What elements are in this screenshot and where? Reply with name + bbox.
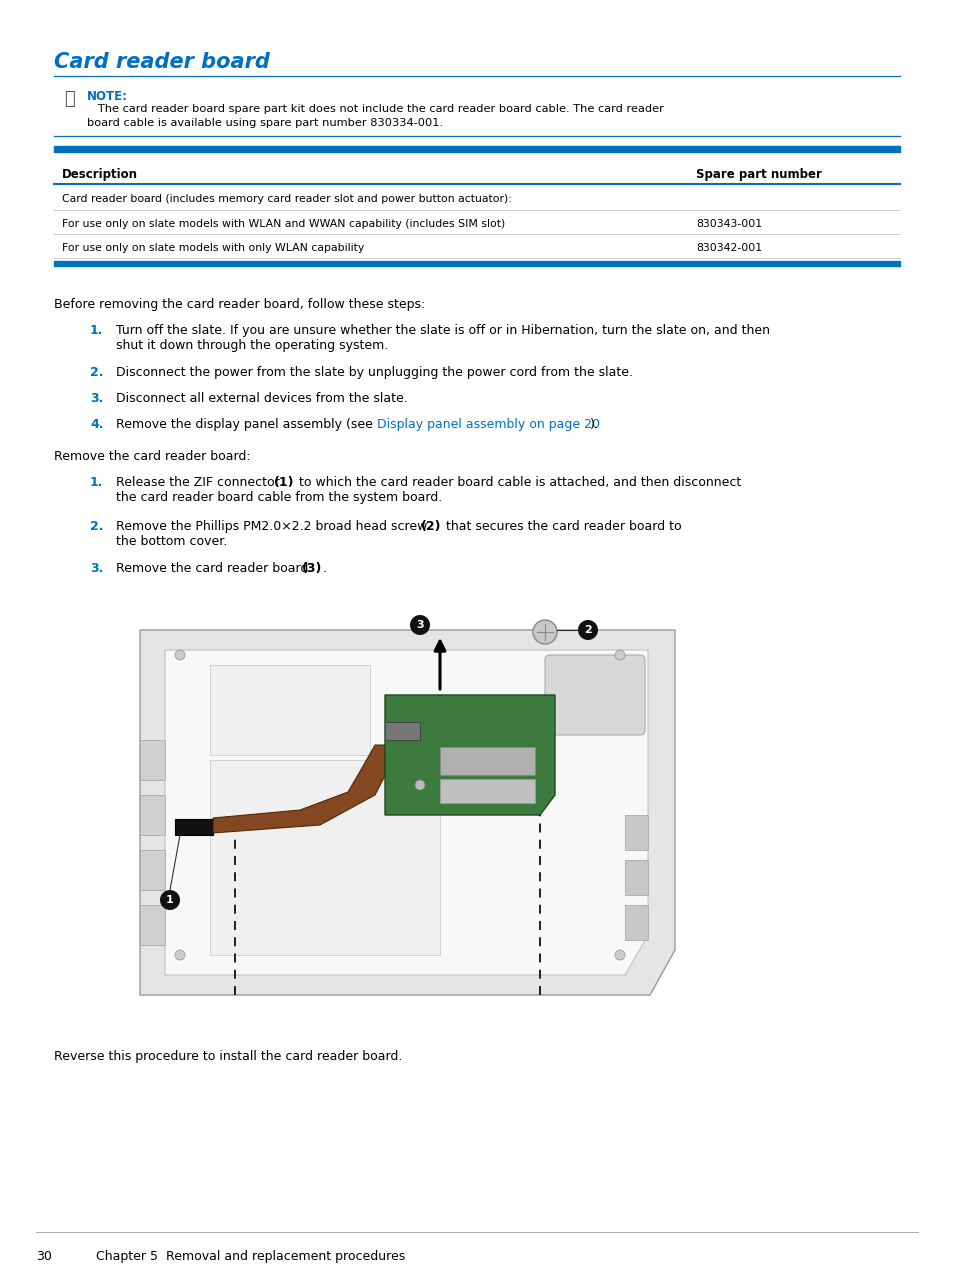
Text: the card reader board cable from the system board.: the card reader board cable from the sys… bbox=[116, 491, 442, 505]
Text: Chapter 5  Removal and replacement procedures: Chapter 5 Removal and replacement proced… bbox=[80, 1249, 405, 1263]
Text: 3.: 3. bbox=[90, 391, 103, 405]
Text: Remove the card reader board:: Remove the card reader board: bbox=[54, 450, 251, 463]
Text: .: . bbox=[323, 562, 327, 574]
Text: Card reader board (includes memory card reader slot and power button actuator):: Card reader board (includes memory card … bbox=[62, 194, 512, 205]
Circle shape bbox=[578, 620, 598, 641]
Text: The card reader board spare part kit does not include the card reader board cabl: The card reader board spare part kit doe… bbox=[87, 104, 663, 114]
Text: 2.: 2. bbox=[90, 520, 103, 533]
Text: 4.: 4. bbox=[90, 418, 103, 431]
Bar bbox=[140, 794, 165, 835]
Text: (3): (3) bbox=[302, 562, 322, 574]
Text: the bottom cover.: the bottom cover. bbox=[116, 535, 227, 548]
Text: 1.: 1. bbox=[90, 324, 103, 337]
Text: (1): (1) bbox=[274, 477, 294, 489]
Text: For use only on slate models with WLAN and WWAN capability (includes SIM slot): For use only on slate models with WLAN a… bbox=[62, 219, 505, 229]
Text: Before removing the card reader board, follow these steps:: Before removing the card reader board, f… bbox=[54, 297, 425, 311]
Bar bbox=[54, 261, 899, 266]
Text: For use only on slate models with only WLAN capability: For use only on slate models with only W… bbox=[62, 243, 364, 253]
Circle shape bbox=[174, 949, 185, 960]
Text: Turn off the slate. If you are unsure whether the slate is off or in Hibernation: Turn off the slate. If you are unsure wh… bbox=[116, 324, 769, 337]
Text: (2): (2) bbox=[420, 520, 441, 533]
Text: ).: ). bbox=[589, 418, 598, 431]
Circle shape bbox=[410, 615, 430, 636]
Text: Remove the card reader board: Remove the card reader board bbox=[116, 562, 312, 574]
Text: Disconnect the power from the slate by unplugging the power cord from the slate.: Disconnect the power from the slate by u… bbox=[116, 366, 633, 379]
Text: 2.: 2. bbox=[90, 366, 103, 379]
Circle shape bbox=[415, 780, 424, 791]
Bar bbox=[140, 740, 165, 780]
Text: 30: 30 bbox=[36, 1249, 51, 1263]
Text: Spare part number: Spare part number bbox=[696, 168, 821, 180]
FancyBboxPatch shape bbox=[544, 655, 644, 735]
Text: 830343-001: 830343-001 bbox=[696, 219, 761, 229]
Text: Description: Description bbox=[62, 168, 138, 180]
Circle shape bbox=[533, 620, 557, 644]
Bar bbox=[624, 905, 647, 941]
Bar bbox=[385, 722, 419, 740]
Text: that secures the card reader board to: that secures the card reader board to bbox=[441, 520, 680, 533]
Polygon shape bbox=[213, 745, 388, 833]
Text: to which the card reader board cable is attached, and then disconnect: to which the card reader board cable is … bbox=[294, 477, 740, 489]
Bar bbox=[439, 779, 535, 803]
Bar bbox=[624, 815, 647, 850]
Bar bbox=[439, 747, 535, 775]
Text: 1: 1 bbox=[166, 895, 173, 905]
Text: 830342-001: 830342-001 bbox=[696, 243, 761, 253]
Text: 2: 2 bbox=[583, 625, 591, 636]
Circle shape bbox=[174, 649, 185, 660]
Text: Reverse this procedure to install the card reader board.: Reverse this procedure to install the ca… bbox=[54, 1050, 402, 1063]
Text: Display panel assembly on page 20: Display panel assembly on page 20 bbox=[376, 418, 599, 431]
Circle shape bbox=[160, 890, 180, 910]
Bar bbox=[624, 860, 647, 895]
Text: Disconnect all external devices from the slate.: Disconnect all external devices from the… bbox=[116, 391, 407, 405]
Text: 3.: 3. bbox=[90, 562, 103, 574]
Text: board cable is available using spare part number 830334-001.: board cable is available using spare par… bbox=[87, 118, 442, 128]
Circle shape bbox=[615, 649, 624, 660]
Bar bbox=[210, 665, 370, 755]
Text: Remove the display panel assembly (see: Remove the display panel assembly (see bbox=[116, 418, 376, 431]
Bar bbox=[174, 819, 213, 835]
Text: shut it down through the operating system.: shut it down through the operating syste… bbox=[116, 339, 388, 352]
Polygon shape bbox=[385, 695, 555, 815]
Bar bbox=[54, 146, 899, 153]
Circle shape bbox=[615, 949, 624, 960]
Text: Card reader board: Card reader board bbox=[54, 52, 270, 72]
Polygon shape bbox=[140, 630, 675, 995]
Text: Remove the Phillips PM2.0×2.2 broad head screw: Remove the Phillips PM2.0×2.2 broad head… bbox=[116, 520, 431, 533]
Bar bbox=[210, 760, 439, 955]
Bar bbox=[140, 850, 165, 890]
Text: ⎓: ⎓ bbox=[64, 90, 74, 108]
Text: NOTE:: NOTE: bbox=[87, 90, 128, 103]
Text: Release the ZIF connector: Release the ZIF connector bbox=[116, 477, 283, 489]
Text: 3: 3 bbox=[416, 620, 423, 630]
Bar bbox=[140, 905, 165, 946]
Text: 1.: 1. bbox=[90, 477, 103, 489]
Polygon shape bbox=[165, 649, 647, 975]
